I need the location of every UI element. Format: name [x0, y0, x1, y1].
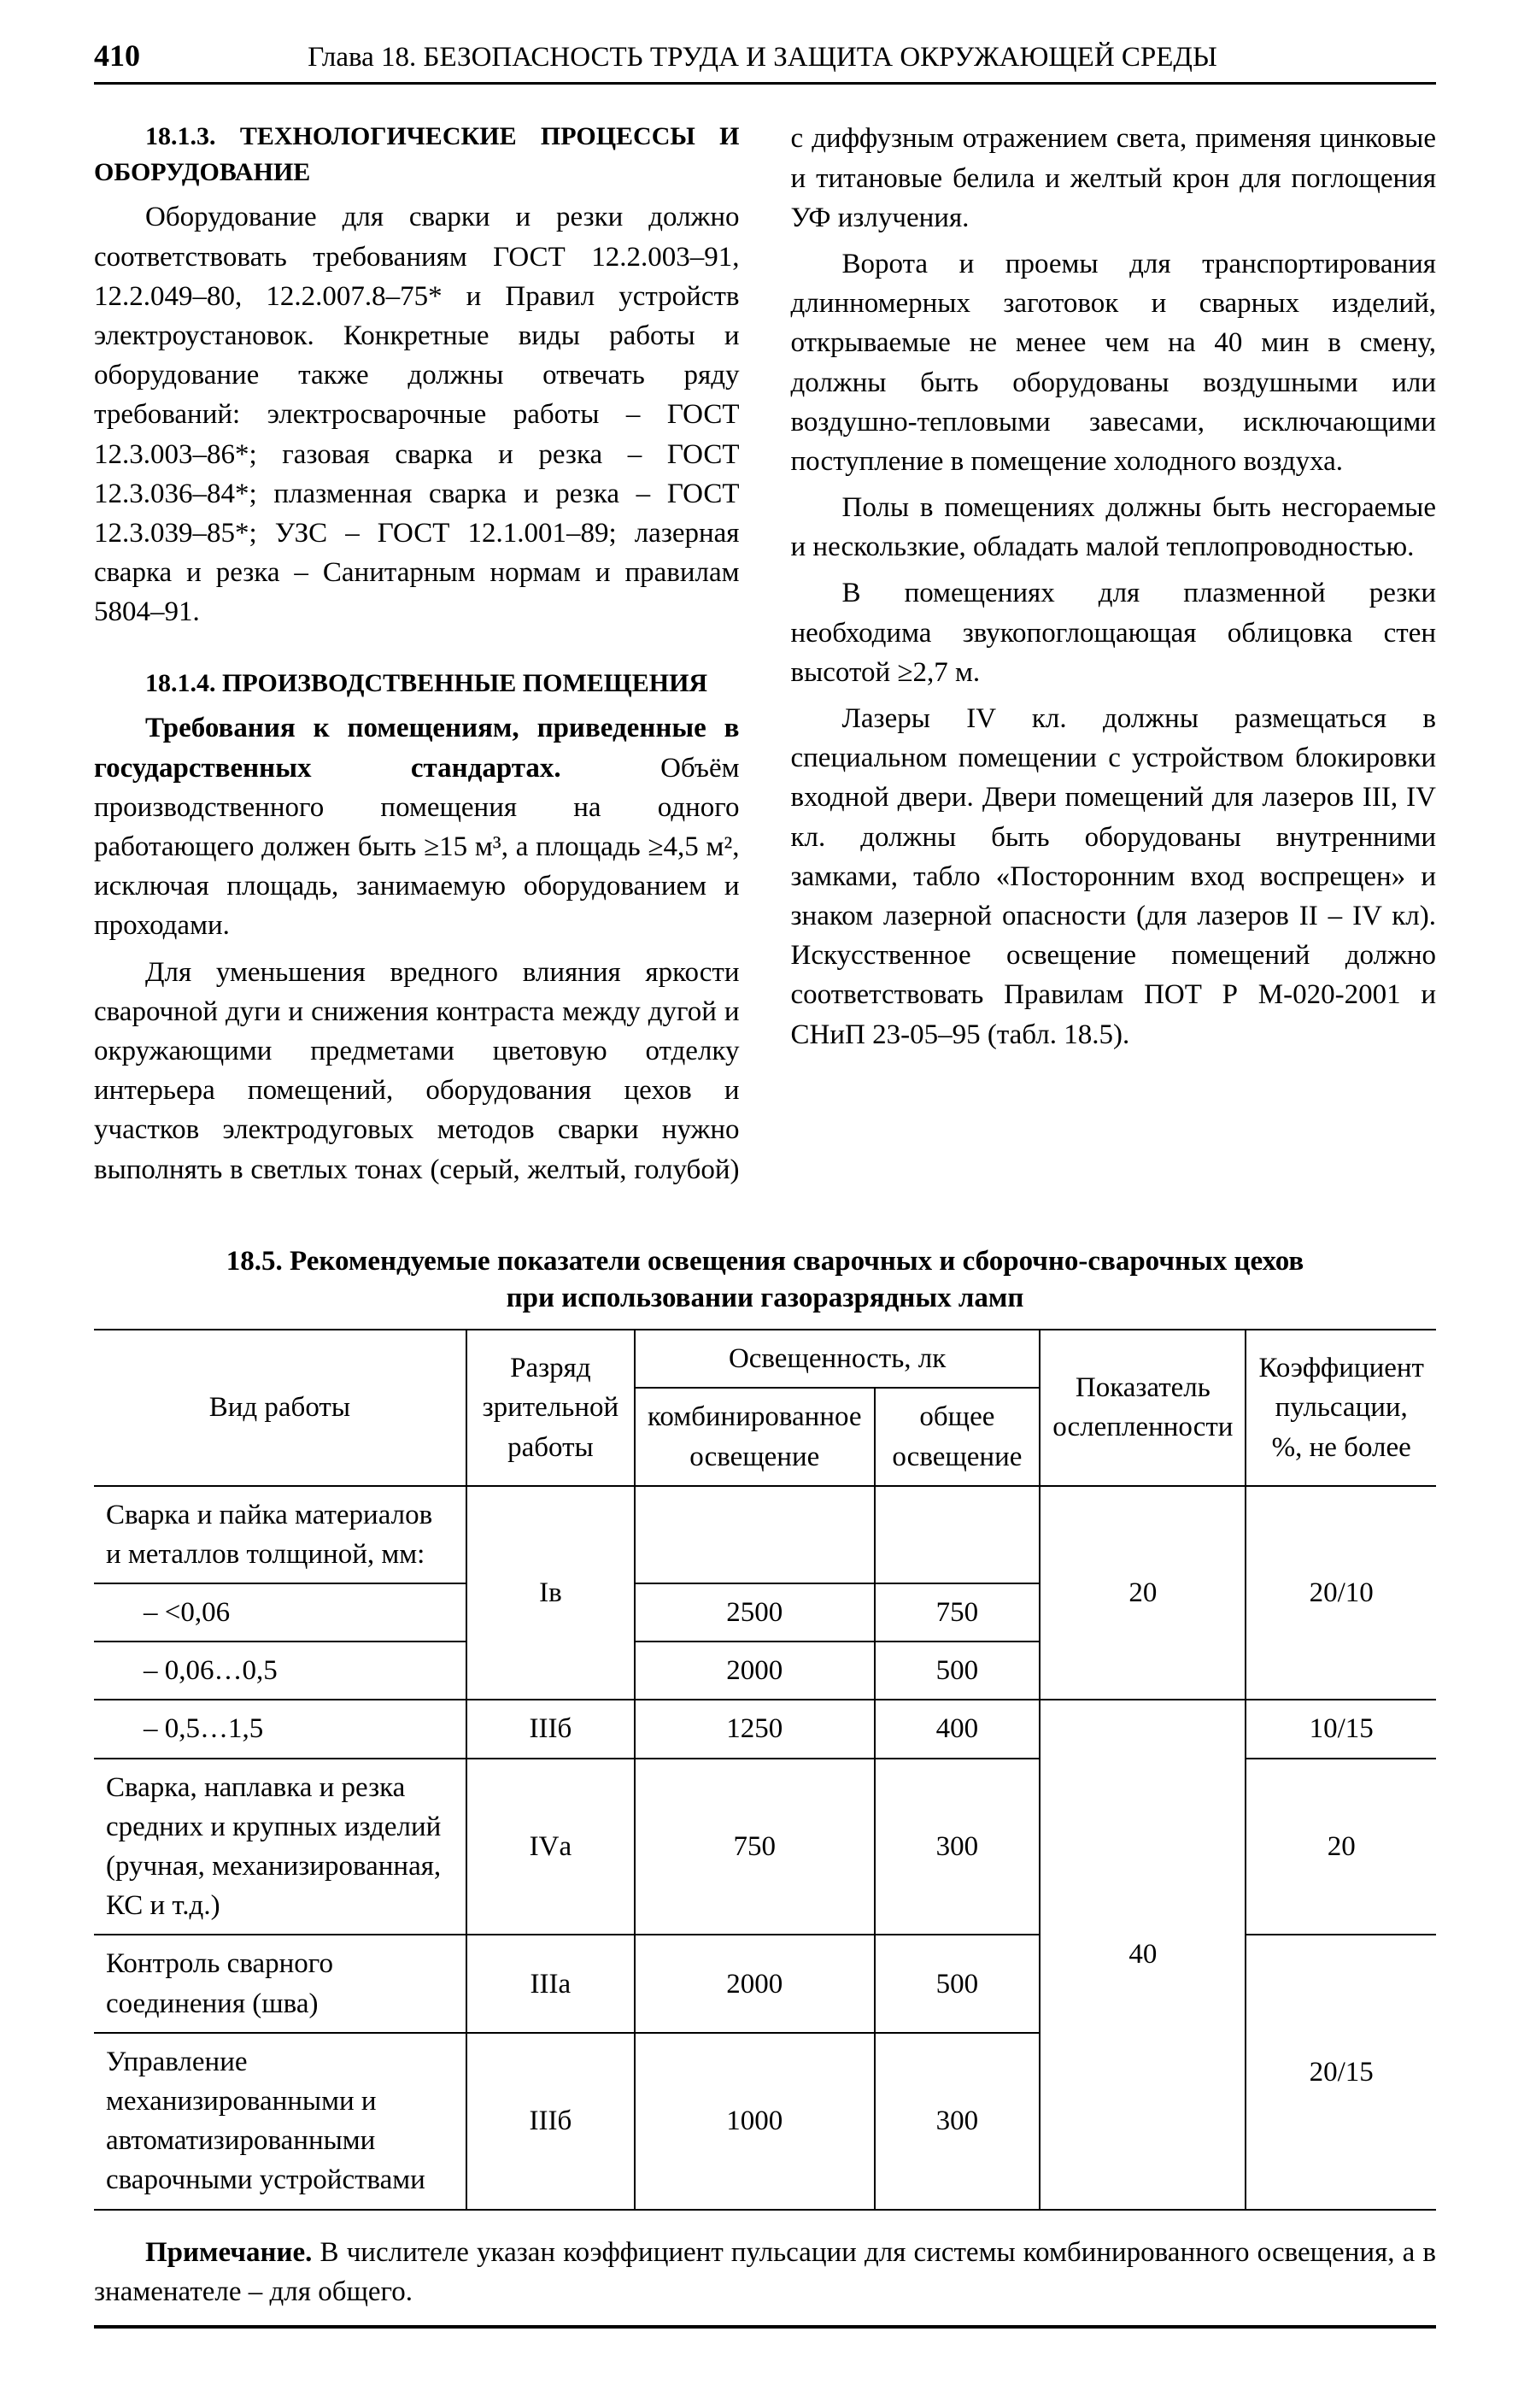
cell-category: IIIб	[466, 2033, 635, 2210]
th-work: Вид работы	[94, 1330, 466, 1486]
th-glare: Показатель ослепленности	[1040, 1330, 1246, 1486]
cell-pulsation: 10/15	[1246, 1700, 1436, 1758]
cell-combined: 2000	[635, 1935, 875, 2032]
running-head: 410 Глава 18. БЕЗОПАСНОСТЬ ТРУДА И ЗАЩИТ…	[94, 34, 1436, 85]
two-column-text: 18.1.3. ТЕХНОЛОГИЧЕСКИЕ ПРОЦЕССЫ И ОБОРУ…	[94, 119, 1436, 1204]
section-heading-1814: 18.1.4. ПРОИЗВОДСТВЕННЫЕ ПОМЕЩЕНИЯ	[94, 666, 740, 702]
paragraph: В помещениях для плазменной резки необхо…	[791, 573, 1437, 692]
cell-work: Управление механизированными и автоматиз…	[94, 2033, 466, 2210]
cell-work: – <0,06	[94, 1583, 466, 1642]
cell-category: IIIб	[466, 1700, 635, 1758]
cell-combined: 2500	[635, 1583, 875, 1642]
cell-glare: 20	[1040, 1486, 1246, 1700]
table-row: – 0,5…1,5 IIIб 1250 400 40 10/15	[94, 1700, 1436, 1758]
table-head: Вид работы Разряд зрительной работы Осве…	[94, 1330, 1436, 1486]
cell-general: 500	[875, 1935, 1041, 2032]
cell-work: – 0,06…0,5	[94, 1642, 466, 1700]
paragraph: Лазеры IV кл. должны размещаться в специ…	[791, 699, 1437, 1054]
cell-pulsation: 20/15	[1246, 1935, 1436, 2209]
cell-general: 750	[875, 1583, 1041, 1642]
cell-combined	[635, 1486, 875, 1583]
cell-glare: 40	[1040, 1700, 1246, 2209]
lighting-table: Вид работы Разряд зрительной работы Осве…	[94, 1329, 1436, 2210]
chapter-title: Глава 18. БЕЗОПАСНОСТЬ ТРУДА И ЗАЩИТА ОК…	[140, 38, 1385, 77]
section-heading-1813: 18.1.3. ТЕХНОЛОГИЧЕСКИЕ ПРОЦЕССЫ И ОБОРУ…	[94, 119, 740, 191]
table-title-line1: 18.5. Рекомендуемые показатели освещения…	[226, 1246, 1304, 1277]
th-lux-combined: комбинированное освещение	[635, 1388, 875, 1485]
paragraph: Оборудование для сварки и резки должно с…	[94, 197, 740, 631]
cell-work: – 0,5…1,5	[94, 1700, 466, 1758]
cell-general: 300	[875, 1759, 1041, 1935]
table-note: Примечание. В числителе указан коэффицие…	[94, 2224, 1436, 2329]
cell-general: 500	[875, 1642, 1041, 1700]
table-row: Сварка и пайка материалов и металлов тол…	[94, 1486, 1436, 1583]
cell-general: 400	[875, 1700, 1041, 1758]
cell-pulsation: 20	[1246, 1759, 1436, 1935]
th-lux-group: Освещенность, лк	[635, 1330, 1040, 1388]
cell-combined: 1250	[635, 1700, 875, 1758]
th-lux-general: общее освещение	[875, 1388, 1041, 1485]
cell-pulsation: 20/10	[1246, 1486, 1436, 1700]
paragraph: Полы в помещениях должны быть несгораемы…	[791, 488, 1437, 567]
cell-category: IIIа	[466, 1935, 635, 2032]
cell-combined: 1000	[635, 2033, 875, 2210]
cell-work: Сварка и пайка материалов и металлов тол…	[94, 1486, 466, 1583]
cell-category: Iв	[466, 1486, 635, 1700]
table-title-line2: при использовании газоразрядных ламп	[507, 1283, 1024, 1313]
cell-work: Сварка, наплавка и резка средних и крупн…	[94, 1759, 466, 1935]
cell-work: Контроль сварного соединения (шва)	[94, 1935, 466, 2032]
paragraph: Требования к помещениям, приведенные в г…	[94, 708, 740, 945]
table-title: 18.5. Рекомендуемые показатели освещения…	[94, 1243, 1436, 1317]
table-body: Сварка и пайка материалов и металлов тол…	[94, 1486, 1436, 2210]
note-label: Примечание.	[145, 2237, 312, 2268]
paragraph: Ворота и проемы для транспортирования дл…	[791, 244, 1437, 481]
cell-category: IVа	[466, 1759, 635, 1935]
th-category: Разряд зрительной работы	[466, 1330, 635, 1486]
th-pulsation: Коэффициент пульсации, %, не более	[1246, 1330, 1436, 1486]
cell-combined: 750	[635, 1759, 875, 1935]
cell-combined: 2000	[635, 1642, 875, 1700]
cell-general: 300	[875, 2033, 1041, 2210]
cell-general	[875, 1486, 1041, 1583]
page: 410 Глава 18. БЕЗОПАСНОСТЬ ТРУДА И ЗАЩИТ…	[0, 0, 1530, 2408]
page-number: 410	[94, 34, 140, 77]
